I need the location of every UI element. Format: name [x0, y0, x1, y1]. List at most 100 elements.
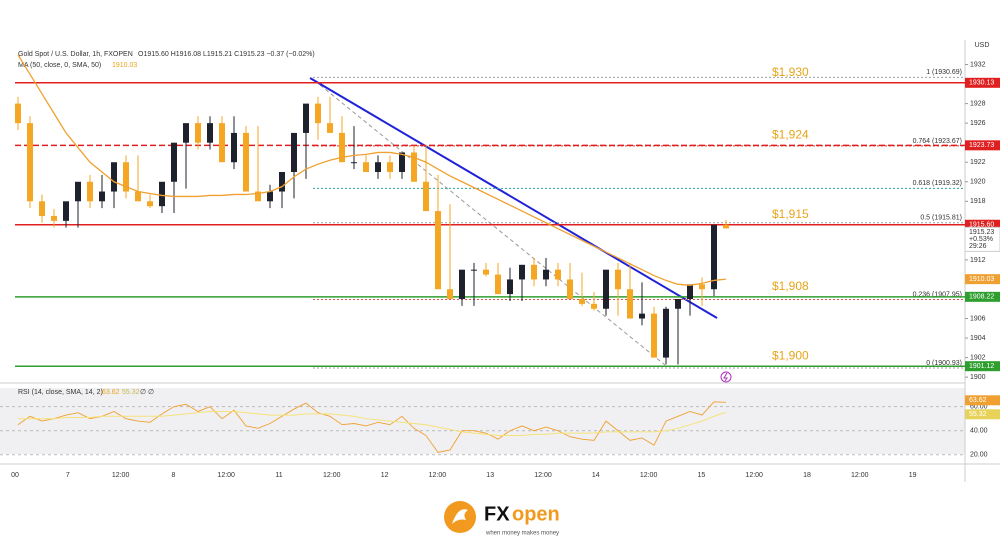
ma-value: 1910.03	[112, 62, 137, 69]
y-tick-label: 1906	[970, 315, 986, 322]
candle-body	[111, 162, 117, 192]
x-tick-label: 12:00	[640, 472, 658, 479]
rsi-ma-value: 55.32	[122, 389, 140, 396]
candle-body	[63, 201, 69, 221]
level-tag	[965, 140, 1000, 151]
candle-body	[543, 269, 549, 280]
candle-body	[339, 132, 345, 163]
x-tick-label: 13	[486, 472, 494, 479]
logo-fx: FX	[484, 503, 510, 525]
candle-body	[507, 279, 513, 295]
chart-title: Gold Spot / U.S. Dollar, 1h, FXOPEN	[18, 51, 133, 58]
candle-body	[603, 269, 609, 309]
candle-body	[531, 264, 537, 280]
price-tag-text: +0.53%	[969, 236, 993, 243]
level-name: $1,930	[772, 65, 809, 79]
candle-body	[651, 313, 657, 358]
level-name: $1,900	[772, 348, 809, 362]
price-tag-text: 29:26	[969, 243, 987, 250]
candle-body	[255, 191, 261, 202]
logo-open: open	[512, 503, 560, 525]
rsi-tag	[965, 409, 1000, 420]
candle-body	[207, 123, 213, 143]
candle-body	[195, 123, 201, 143]
level-name: $1,924	[772, 127, 809, 141]
rsi-extra: ∅ ∅	[140, 389, 154, 396]
candle-body	[291, 132, 297, 172]
level-name: $1,915	[772, 207, 809, 221]
candle-body	[351, 162, 357, 164]
candle-body	[267, 191, 273, 202]
candle-body	[447, 289, 453, 299]
logo: FX open when money makes money	[444, 501, 560, 537]
candle-body	[15, 103, 21, 124]
level-tag	[965, 219, 1000, 230]
rsi-value: 63.62	[102, 389, 120, 396]
candle-body	[363, 162, 369, 172]
candle-body	[495, 274, 501, 295]
level-tag-label: 1908.22	[969, 294, 994, 301]
ma-line	[17, 54, 727, 286]
candle-body	[243, 132, 249, 192]
x-tick-label: 7	[66, 472, 70, 479]
fib-label: 0.5 (1915.81)	[920, 215, 962, 222]
candle-body	[687, 284, 693, 299]
fib-label: 0.618 (1919.32)	[913, 180, 962, 187]
rsi-tick-label: 20.00	[970, 452, 988, 459]
candle-body	[699, 284, 705, 290]
candle-body	[279, 171, 285, 192]
candle-body	[327, 123, 333, 133]
y-tick-label: 1932	[970, 61, 986, 68]
x-tick-label: 11	[275, 472, 282, 479]
y-tick-label: 1918	[970, 198, 986, 205]
level-tag-label: 1923.73	[969, 142, 994, 149]
event-icon-bolt	[723, 372, 728, 382]
fib-label: 0.764 (1923.67)	[913, 138, 962, 145]
event-icon	[720, 371, 732, 383]
x-tick-label: 12	[381, 472, 389, 479]
x-tick-label: 19	[909, 472, 917, 479]
y-tick-label: 1926	[970, 120, 986, 127]
candle-body	[711, 224, 717, 290]
price-tag-text: 1915.23	[969, 229, 994, 236]
fib-label: 1 (1930.69)	[926, 69, 962, 76]
x-tick-label: 14	[592, 472, 600, 479]
candle-body	[387, 162, 393, 172]
x-tick-label: 00	[11, 472, 19, 479]
y-tick-label: 1900	[970, 374, 986, 381]
candle-body	[519, 264, 525, 280]
x-tick-label: 12:00	[534, 472, 552, 479]
candle-body	[375, 162, 381, 172]
currency: USD	[975, 42, 990, 49]
candle-body	[303, 103, 309, 133]
candle-body	[435, 211, 441, 290]
candle-body	[123, 162, 129, 192]
x-tick-label: 8	[171, 472, 175, 479]
x-tick-label: 15	[698, 472, 706, 479]
candle-body	[183, 123, 189, 143]
ohlc-text: O1915.60 H1916.08 L1915.21 C1915.23 −0.3…	[138, 51, 315, 58]
price-tag	[964, 226, 1000, 252]
x-tick-label: 12:00	[217, 472, 235, 479]
rsi-tick-label: 60.00	[970, 404, 988, 411]
candle-body	[567, 279, 573, 299]
candle-body	[639, 313, 645, 319]
candle-body	[159, 181, 165, 207]
candle-body	[627, 289, 633, 319]
candle-body	[51, 215, 57, 221]
trendline	[309, 77, 718, 319]
candle-body	[411, 152, 417, 182]
candle-body	[171, 142, 177, 182]
candle-body	[579, 298, 585, 304]
candle-body	[87, 181, 93, 202]
candle-body	[483, 269, 489, 275]
rsi-tick-label: 40.00	[970, 428, 988, 435]
level-tag-label: 1930.13	[969, 80, 994, 87]
level-tag-label: 1915.60	[969, 222, 994, 229]
rsi-line	[17, 401, 727, 453]
candle-body	[459, 269, 465, 299]
x-tick-label: 12:00	[429, 472, 447, 479]
level-tag-label: 1901.12	[969, 363, 994, 370]
